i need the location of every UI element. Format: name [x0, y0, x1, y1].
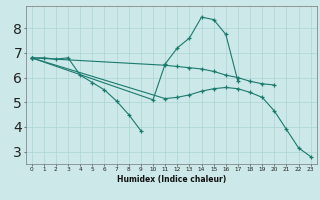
X-axis label: Humidex (Indice chaleur): Humidex (Indice chaleur) — [116, 175, 226, 184]
